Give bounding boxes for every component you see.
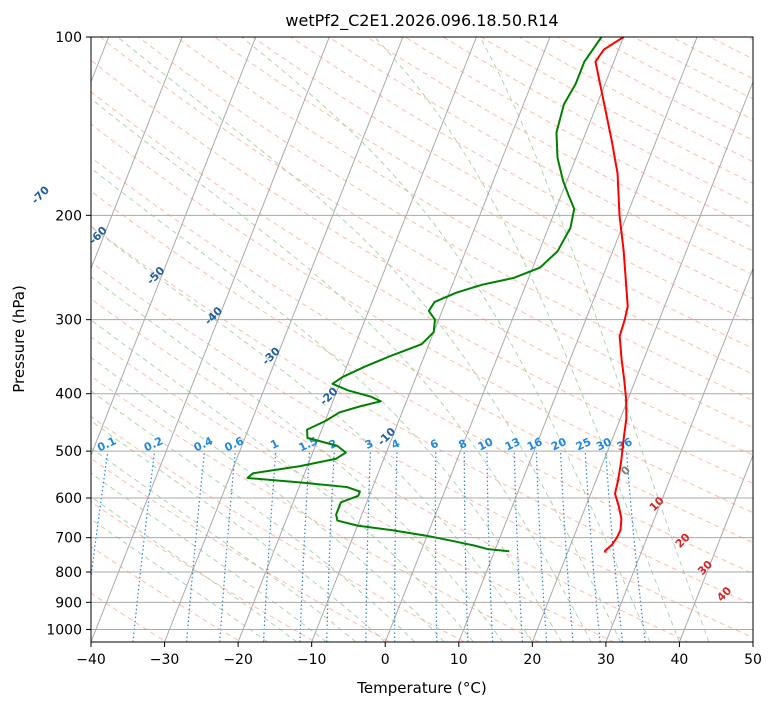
isotherm-line [605,267,753,642]
chart-title: wetPf2_C2E1.2026.096.18.50.R14 [285,11,558,31]
dry-adiabat [480,37,753,184]
y-tick-label: 300 [55,313,82,329]
dry-adiabat [91,59,753,456]
moist-adiabat [91,420,386,642]
mixing-ratio-label: 13 [503,435,522,453]
isotherm-line [91,37,257,457]
dry-adiabat [366,37,753,252]
moist-adiabat [91,447,357,642]
x-tick-label: −30 [150,652,180,668]
dry-adiabat [91,298,690,642]
mixing-ratio-line [559,451,574,642]
isotherm-line [91,37,330,642]
x-tick-label: 50 [744,652,762,668]
moist-adiabat [91,167,563,642]
x-tick-label: −10 [297,652,327,668]
moist-adiabat [374,37,680,642]
y-axis-label: Pressure (hPa) [10,285,28,393]
moist-adiabat [91,319,474,642]
mixing-ratio-label: 16 [525,435,545,453]
mixing-ratio-label: 20 [549,435,569,453]
isotherm-line [311,37,551,642]
mixing-ratio-line [299,451,311,642]
mixing-ratio-line [463,451,469,642]
isotherm-line [384,37,625,642]
moist-adiabat [91,472,327,642]
isotherm-line [164,37,404,642]
moist-adiabat [117,37,622,642]
x-tick-label: 0 [381,652,390,668]
dry-adiabat [91,416,466,642]
dry-adiabat [518,37,753,163]
isotherm-line [678,453,753,642]
plot-frame [90,36,754,643]
isotherm-line [531,80,753,642]
dry-adiabat [175,37,753,375]
y-tick-label: 100 [55,30,82,46]
mixing-ratio-line [434,451,438,642]
dewpoint-line [246,37,603,553]
dry-adiabat [99,37,753,429]
profile-lines [246,37,629,554]
moist-adiabat [91,390,415,642]
dry-adiabat [91,261,753,639]
x-tick-label: −20 [223,652,253,668]
y-tick-label: 900 [55,595,82,611]
mixing-ratio-line [513,451,524,642]
pressure-gridlines [91,37,753,630]
dry-adiabat [91,91,753,485]
dry-adiabat [91,457,391,642]
moist-adiabat [91,226,533,642]
x-tick-label: 10 [450,652,468,668]
y-tick-label: 400 [55,387,82,403]
x-tick-label: 40 [671,652,689,668]
moist-adiabat [91,276,504,642]
moist-adiabat [479,37,710,642]
moist-adiabat [241,37,651,642]
background-lines [91,37,753,642]
isotherm-line [91,37,183,270]
mixing-ratio-line [486,451,494,642]
temperature-line [594,37,629,554]
mixing-ratio-line [365,451,372,642]
y-tick-label: 800 [55,565,82,581]
dry-adiabat [442,37,753,207]
mixing-ratio-line [394,451,398,642]
dry-adiabat [91,336,615,642]
x-tick-label: 30 [597,652,615,668]
y-tick-label: 200 [55,208,82,224]
mixing-ratio-line [535,451,548,642]
mixing-ratio-label: 36 [615,435,635,453]
y-tick-label: 500 [55,444,82,460]
mixing-ratio-label: 25 [574,435,593,453]
y-tick-label: 600 [55,491,82,507]
mixing-ratio-line [262,451,277,642]
dry-adiabat [213,37,753,350]
dry-adiabat [556,37,753,141]
mixing-ratio-label: 30 [594,435,614,453]
y-tick-label: 700 [55,531,82,547]
axes: −40 −30 −20 −10 0 10 20 30 40 50 100 200 300 400 500 60… [46,30,762,668]
x-tick-label: −40 [76,652,106,668]
x-tick-label: 20 [523,652,541,668]
dry-adiabat [137,37,753,402]
isotherm-line [237,37,477,642]
mixing-ratio-label: 10 [476,435,496,453]
dry-adiabat [91,190,753,574]
moist-adiabat [91,97,592,642]
dry-adiabat [91,375,541,642]
dry-adiabat [91,156,753,544]
isotherm-line [458,37,698,642]
dry-adiabat [91,225,753,606]
dry-adiabat [289,37,753,300]
x-axis-label: Temperature (°C) [356,679,486,697]
dry-adiabat [91,123,753,514]
y-tick-label: 1000 [46,622,82,638]
